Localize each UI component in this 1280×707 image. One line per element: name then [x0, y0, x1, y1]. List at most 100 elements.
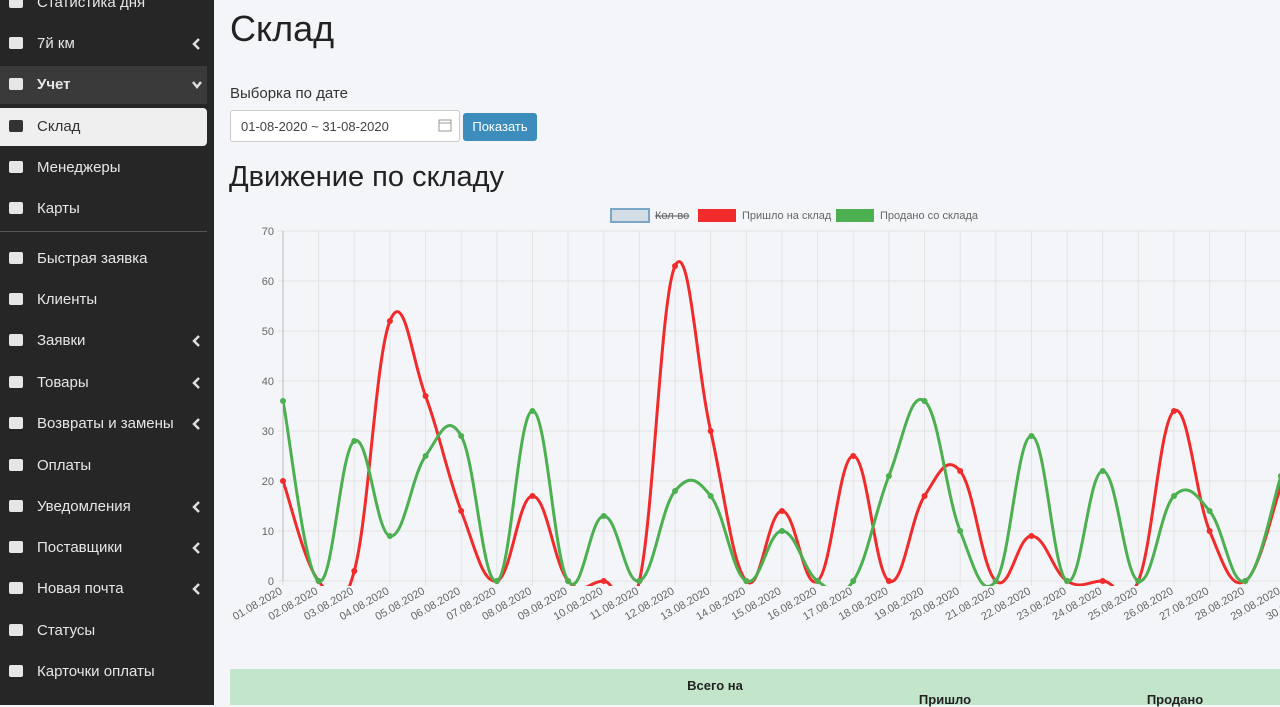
chevron-line [192, 418, 200, 430]
chevron-line [192, 81, 202, 90]
data-point [1171, 493, 1177, 499]
menu-item[interactable]: Клиенты [0, 281, 207, 319]
data-point [386, 533, 393, 539]
show-button[interactable]: Показать [463, 113, 537, 141]
legend-swatch [698, 209, 736, 222]
data-point [921, 493, 928, 499]
menu-icon [9, 417, 23, 429]
chevron-line [192, 583, 200, 595]
menu-item[interactable]: Возвраты и замены [0, 405, 207, 443]
menu-item[interactable]: Поставщики [0, 529, 207, 567]
chevron-line [192, 377, 200, 389]
data-point [280, 478, 286, 484]
y-tick-label: 50 [262, 326, 274, 338]
calendar-icon [438, 119, 452, 132]
date-value: 01-08-2020 ~ 31-08-2020 [241, 119, 389, 134]
menu-label: Клиенты [37, 291, 98, 308]
menu-icon [9, 202, 23, 214]
data-point [1064, 578, 1071, 584]
menu-item[interactable]: Статусы [0, 612, 207, 650]
section-title: Движение по складу [229, 161, 505, 193]
menu-item[interactable]: Статистика дня [0, 0, 207, 22]
data-point [386, 318, 393, 324]
legend-swatch [610, 208, 650, 223]
data-point [672, 488, 679, 494]
menu-icon [9, 252, 23, 264]
menu-icon [9, 161, 23, 173]
menu-item[interactable]: Товары [0, 364, 207, 402]
column-header: Всего на [687, 678, 743, 693]
menu-icon [9, 120, 23, 132]
menu-icon [9, 78, 23, 90]
data-point [458, 433, 465, 439]
data-point [422, 453, 429, 459]
menu-label: Менеджеры [37, 159, 121, 176]
menu-item[interactable]: 7й км [0, 25, 207, 63]
menu-item[interactable]: Менеджеры [0, 149, 207, 187]
data-point [1277, 473, 1280, 479]
menu-label: Статистика дня [37, 0, 146, 11]
data-point [1099, 468, 1106, 474]
menu-item[interactable]: Карточки оплаты [0, 653, 207, 691]
y-tick-label: 10 [262, 526, 274, 538]
chevron [192, 501, 200, 513]
data-point [1099, 578, 1106, 584]
legend-label: Продано со склада [880, 210, 979, 222]
data-point [315, 578, 322, 584]
menu-item[interactable]: Уведомления [0, 488, 207, 526]
menu-item[interactable]: Учет [0, 66, 207, 104]
data-point [885, 578, 892, 584]
table-header: Всего на Пришло Продано [230, 669, 1280, 707]
data-point [636, 578, 643, 584]
chevron-line [192, 335, 200, 347]
menu-label: Товары [37, 374, 89, 391]
chevron [192, 542, 200, 554]
legend-swatch [836, 209, 874, 222]
data-point [1206, 528, 1213, 534]
menu-item[interactable]: Новая почта [0, 570, 207, 608]
chevron [192, 335, 200, 347]
y-tick-label: 70 [262, 226, 274, 238]
data-point [1242, 578, 1249, 584]
data-point [778, 528, 785, 534]
menu-label: Уведомления [37, 498, 131, 515]
data-point [921, 398, 928, 404]
menu-icon [9, 582, 23, 594]
menu-label: Поставщики [37, 539, 123, 556]
column-header: Продано [1146, 692, 1204, 707]
data-point [1028, 433, 1035, 439]
menu-label: 7й км [37, 35, 75, 52]
menu-item[interactable]: Оплаты [0, 447, 207, 485]
menu-icon [9, 334, 23, 346]
menu-item[interactable]: Заявки [0, 322, 207, 360]
chevron [192, 418, 200, 430]
filter-label: Выборка по дате [230, 85, 348, 102]
data-point [957, 528, 964, 534]
y-tick-label: 60 [262, 276, 274, 288]
menu-item[interactable]: Быстрая заявка [0, 240, 207, 278]
chevron [192, 377, 200, 389]
data-point [1206, 508, 1213, 514]
y-tick-label: 40 [262, 376, 274, 388]
menu-label: Статусы [37, 622, 96, 639]
data-point [1135, 578, 1142, 584]
data-point [778, 508, 785, 514]
y-tick-label: 0 [268, 576, 274, 588]
menu-icon [9, 624, 23, 636]
menu-label: Учет [37, 76, 71, 93]
data-point [600, 513, 607, 519]
menu-icon [9, 541, 23, 553]
menu-item[interactable]: Карты [0, 190, 207, 228]
chevron [192, 583, 200, 595]
menu-item[interactable]: Склад [0, 108, 207, 146]
date-input[interactable]: 01-08-2020 ~ 31-08-2020 [230, 110, 460, 142]
data-point [707, 428, 714, 434]
data-point [529, 493, 536, 499]
menu-icon [9, 293, 23, 305]
data-point [493, 578, 500, 584]
data-point [529, 408, 536, 414]
separator [0, 231, 207, 232]
chevron-line [192, 542, 200, 554]
chart: 01020304050607001.08.202002.08.202003.08… [231, 208, 1280, 623]
